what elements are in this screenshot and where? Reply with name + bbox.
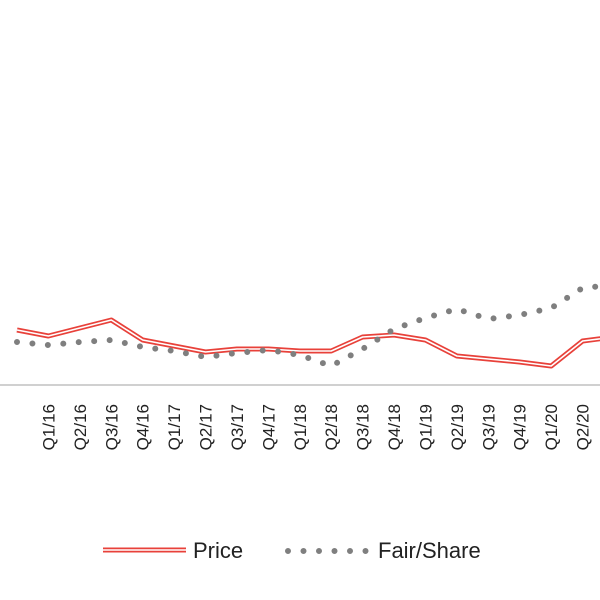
x-tick-label: Q3/17 bbox=[228, 404, 247, 450]
legend: Price Fair/Share bbox=[103, 538, 481, 563]
x-tick-label: Q2/19 bbox=[448, 404, 467, 450]
x-tick-label: Q2/17 bbox=[197, 404, 216, 450]
x-tick-label: Q4/19 bbox=[511, 404, 530, 450]
x-tick-label: Q2/20 bbox=[574, 404, 593, 450]
x-tick-label: Q4/16 bbox=[134, 404, 153, 450]
legend-entry-price: Price bbox=[103, 538, 243, 563]
x-tick-label: Q3/18 bbox=[354, 404, 373, 450]
x-tick-label: Q4/18 bbox=[385, 404, 404, 450]
x-tick-label: Q3/16 bbox=[102, 404, 121, 450]
x-tick-label: Q1/20 bbox=[542, 404, 561, 450]
x-tick-label: Q1/18 bbox=[291, 404, 310, 450]
legend-entry-fair-share: Fair/Share bbox=[285, 538, 481, 563]
legend-price-label: Price bbox=[193, 538, 243, 563]
series-line-fair-share bbox=[14, 283, 600, 369]
x-tick-labels: Q1/16 Q2/16 Q3/16 Q4/16 Q1/17 Q2/17 Q3/17 Q4/17… bbox=[39, 404, 592, 450]
x-tick-label: Q1/17 bbox=[165, 404, 184, 450]
x-tick-label: Q3/19 bbox=[479, 404, 498, 450]
x-tick-label: Q1/16 bbox=[39, 404, 58, 450]
x-tick-label: Q2/18 bbox=[322, 404, 341, 450]
x-tick-label: Q1/19 bbox=[417, 404, 436, 450]
x-tick-label: Q2/16 bbox=[71, 404, 90, 450]
series-layer bbox=[14, 283, 600, 369]
legend-fair-share-label: Fair/Share bbox=[378, 538, 481, 563]
x-tick-label: Q4/17 bbox=[259, 404, 278, 450]
series-line-price-inner bbox=[16, 319, 600, 367]
